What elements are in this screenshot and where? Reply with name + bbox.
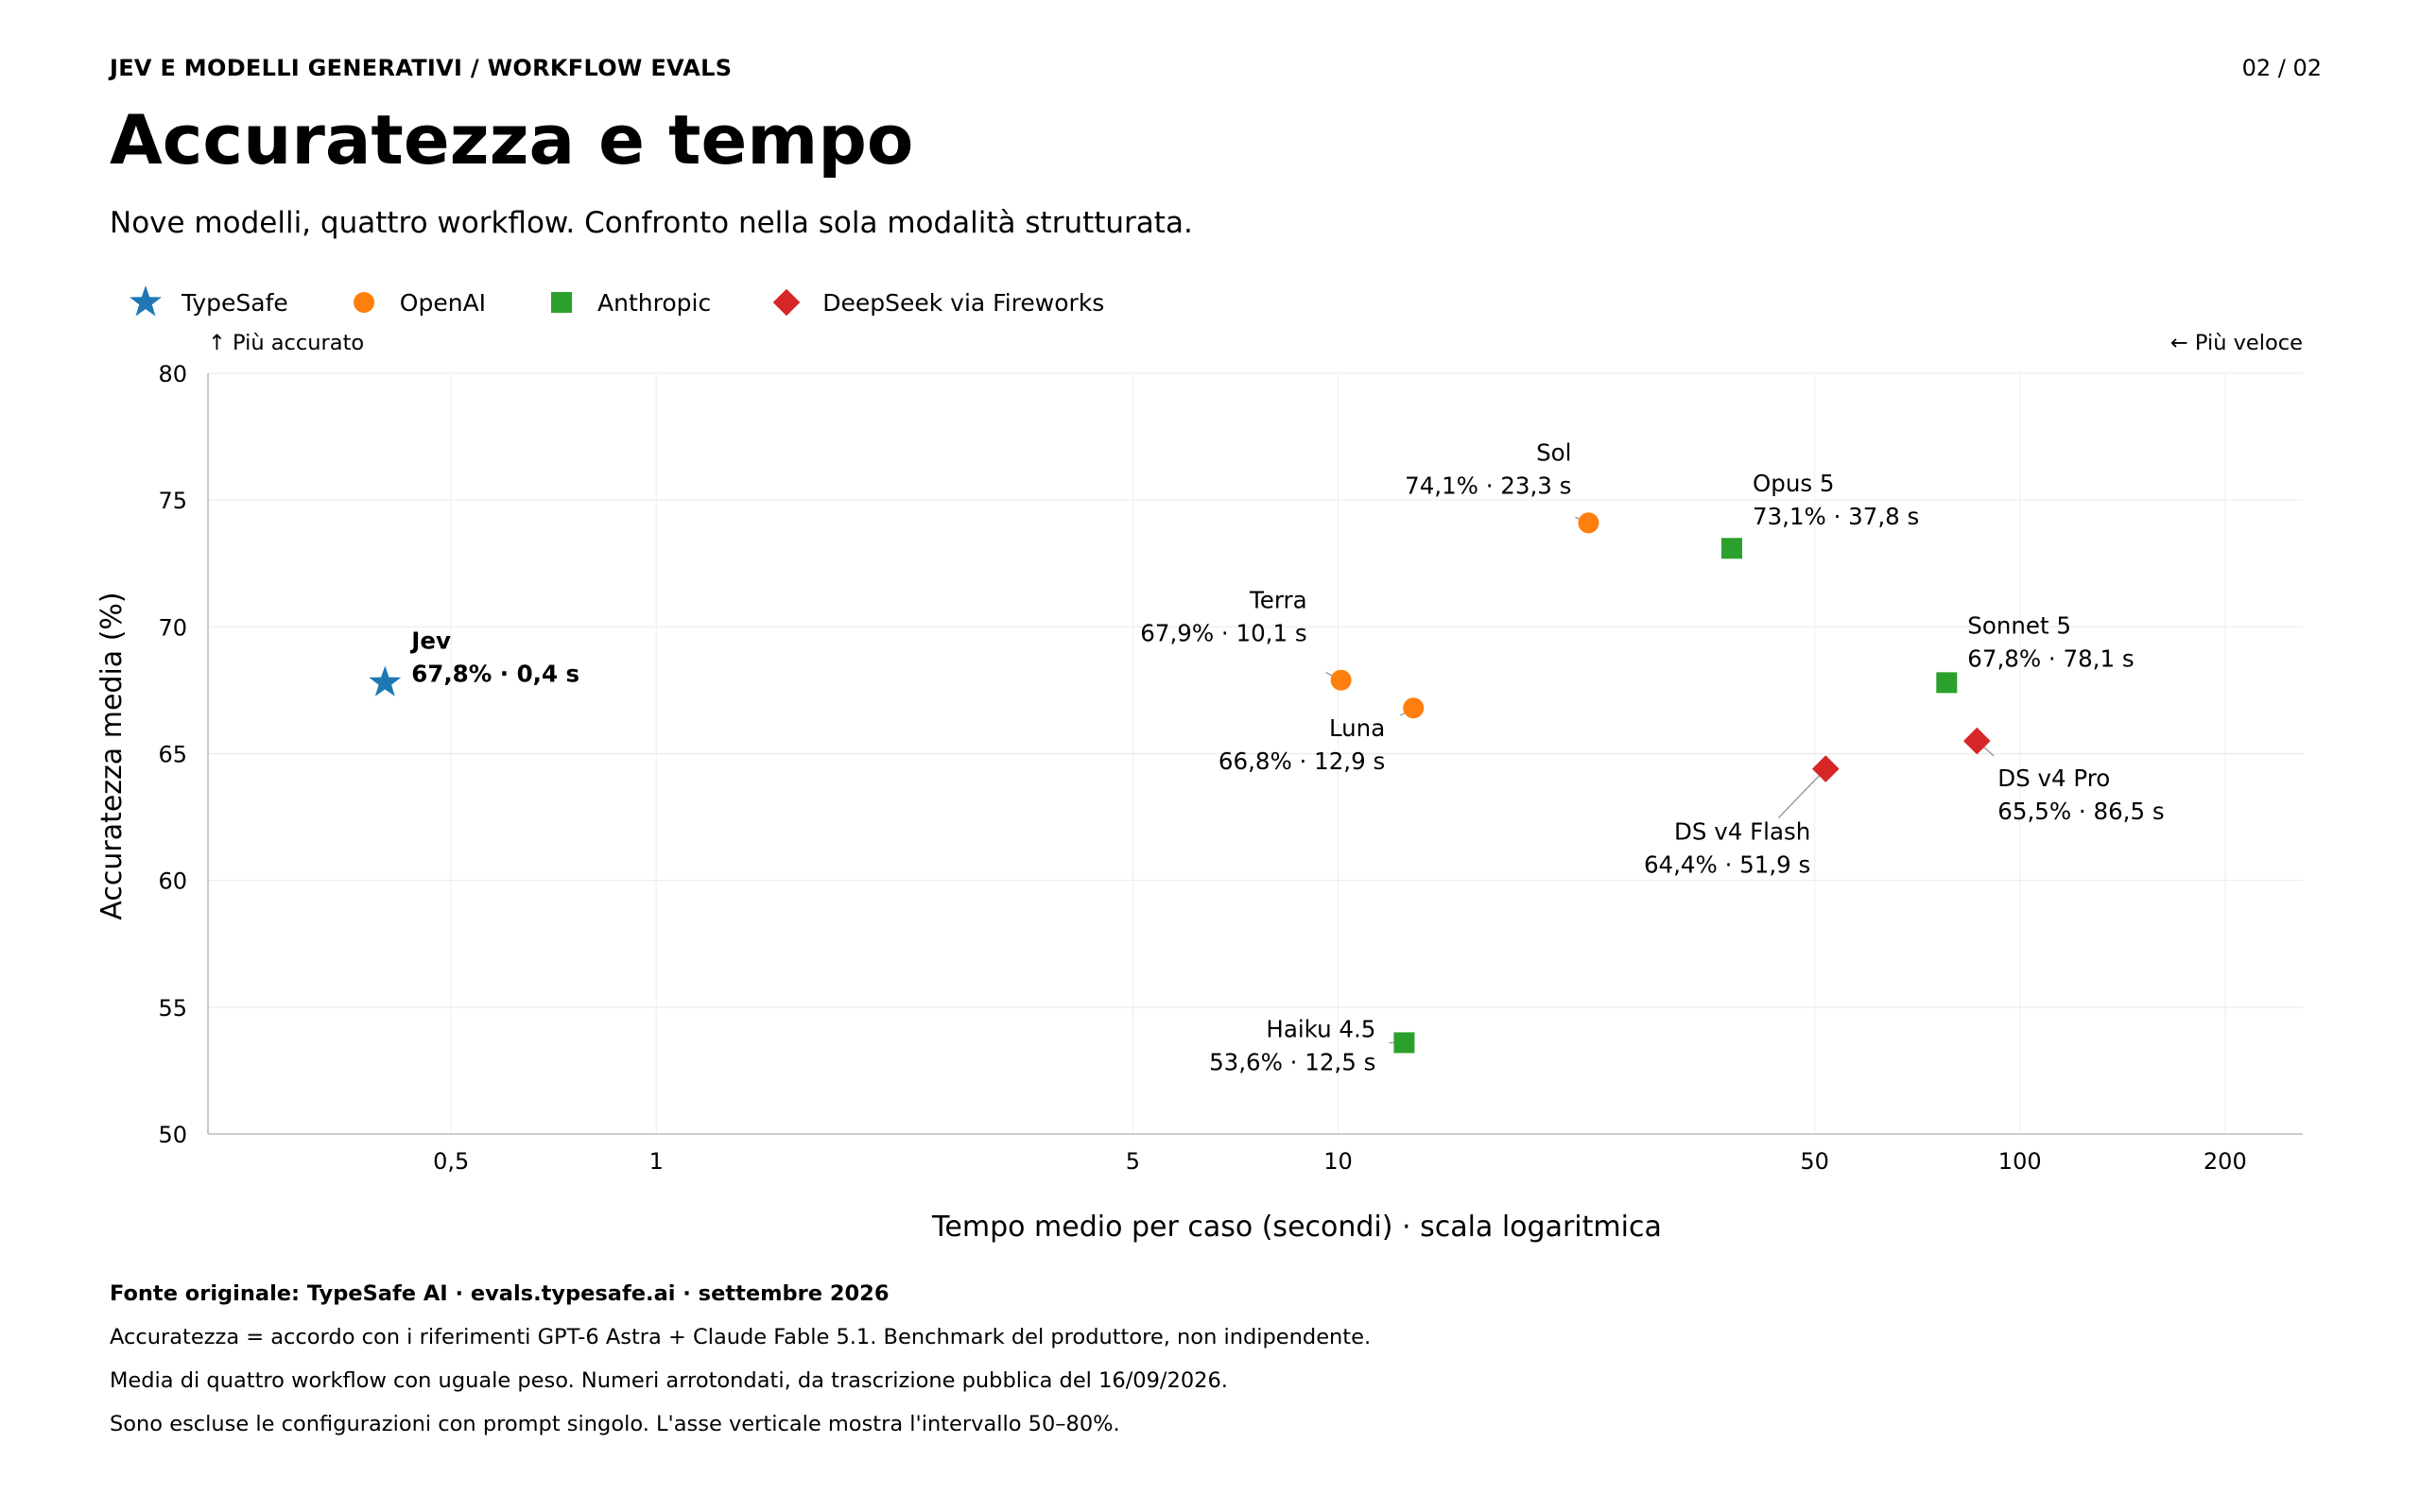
point-name-ds-v4-flash: DS v4 Flash xyxy=(1674,818,1810,846)
leader-layer xyxy=(1325,516,1995,1044)
point-name-jev: Jev xyxy=(409,627,451,654)
page-subtitle: Nove modelli, quattro workflow. Confront… xyxy=(110,206,1193,240)
legend-label: Anthropic xyxy=(597,288,712,317)
point-value-ds-v4-flash: 64,4% · 51,9 s xyxy=(1644,851,1810,879)
corner-note-faster: ← Più veloce xyxy=(2170,331,2303,355)
footer-note: Media di quattro workflow con uguale pes… xyxy=(110,1368,1228,1393)
y-axis-label: Accuratezza media (%) xyxy=(95,592,129,919)
point-ds-v4-pro xyxy=(1963,727,1991,755)
footer-source: Fonte originale: TypeSafe AI · evals.typ… xyxy=(110,1281,890,1306)
point-value-sonnet-5: 67,8% · 78,1 s xyxy=(1967,644,2134,672)
point-name-terra: Terra xyxy=(1249,587,1307,614)
page-title: Accuratezza e tempo xyxy=(110,100,914,180)
point-jev xyxy=(369,665,402,696)
circle-marker-icon xyxy=(353,292,374,313)
point-value-sol: 74,1% · 23,3 s xyxy=(1405,472,1571,499)
x-tick-label: 5 xyxy=(1126,1148,1140,1175)
label-layer: Jev 67,8% · 0,4 s Sol 74,1% · 23,3 s Terra 67… xyxy=(409,438,2164,1075)
footer-note: Sono escluse le configurazioni con promp… xyxy=(110,1412,1120,1436)
legend-item-deepseek: DeepSeek via Fireworks xyxy=(769,285,1104,319)
point-name-opus-5: Opus 5 xyxy=(1753,470,1835,497)
corner-note-more-accurate: ↑ Più accurato xyxy=(208,331,364,355)
point-value-ds-v4-pro: 65,5% · 86,5 s xyxy=(1997,798,2164,825)
legend-label: OpenAI xyxy=(399,288,487,317)
y-tick-label: 80 xyxy=(158,361,187,387)
point-sol xyxy=(1578,512,1599,534)
point-value-haiku-4-5: 53,6% · 12,5 s xyxy=(1209,1048,1375,1075)
page-number: 02 / 02 xyxy=(2241,55,2322,81)
diamond-marker-icon xyxy=(772,288,801,317)
y-tick-label: 50 xyxy=(158,1122,187,1148)
point-haiku-4-5 xyxy=(1393,1032,1415,1054)
point-name-haiku-4-5: Haiku 4.5 xyxy=(1266,1015,1375,1042)
chart-legend: TypeSafe OpenAI Anthropic DeepSeek via F… xyxy=(129,284,1163,321)
point-value-terra: 67,9% · 10,1 s xyxy=(1140,620,1306,647)
x-tick-label: 50 xyxy=(1800,1148,1829,1175)
point-terra xyxy=(1330,669,1352,691)
point-sonnet-5 xyxy=(1936,672,1958,694)
point-value-opus-5: 73,1% · 37,8 s xyxy=(1753,503,1919,530)
point-value-luna: 66,8% · 12,9 s xyxy=(1219,747,1385,775)
point-name-sonnet-5: Sonnet 5 xyxy=(1967,611,2071,639)
point-name-sol: Sol xyxy=(1536,438,1571,466)
x-tick-label: 1 xyxy=(649,1148,664,1175)
point-name-luna: Luna xyxy=(1329,714,1385,742)
point-name-ds-v4-pro: DS v4 Pro xyxy=(1997,765,2110,792)
x-tick-label: 10 xyxy=(1323,1148,1353,1175)
x-axis-label: Tempo medio per caso (secondi) · scala l… xyxy=(931,1211,1662,1244)
y-tick-label: 55 xyxy=(158,995,187,1022)
legend-item-typesafe: TypeSafe xyxy=(129,285,288,319)
point-luna xyxy=(1403,697,1425,719)
y-tick-label: 75 xyxy=(158,488,187,514)
axis-layer: 50 55 60 65 70 75 80 0,5 1 5 10 50 100 200 xyxy=(158,361,2303,1175)
legend-label: TypeSafe xyxy=(182,288,288,317)
grid-layer xyxy=(208,372,2303,1134)
point-ds-v4-flash xyxy=(1812,755,1840,782)
legend-item-anthropic: Anthropic xyxy=(544,285,711,319)
point-layer xyxy=(369,512,1991,1054)
x-tick-label: 0,5 xyxy=(433,1148,469,1175)
header-kicker: JEV E MODELLI GENERATIVI / WORKFLOW EVAL… xyxy=(110,55,733,81)
y-tick-label: 70 xyxy=(158,614,187,641)
legend-item-openai: OpenAI xyxy=(347,285,486,319)
x-tick-label: 200 xyxy=(2204,1148,2247,1175)
legend-label: DeepSeek via Fireworks xyxy=(822,288,1105,317)
point-opus-5 xyxy=(1721,538,1742,559)
leader-line-ds-v4-flash xyxy=(1777,768,1826,819)
y-tick-label: 60 xyxy=(158,868,187,895)
star-marker-icon xyxy=(130,285,162,317)
y-tick-label: 65 xyxy=(158,742,187,768)
point-value-jev: 67,8% · 0,4 s xyxy=(411,660,579,687)
x-tick-label: 100 xyxy=(1998,1148,2042,1175)
footer-note: Accuratezza = accordo con i riferimenti … xyxy=(110,1325,1372,1349)
square-marker-icon xyxy=(551,292,573,313)
